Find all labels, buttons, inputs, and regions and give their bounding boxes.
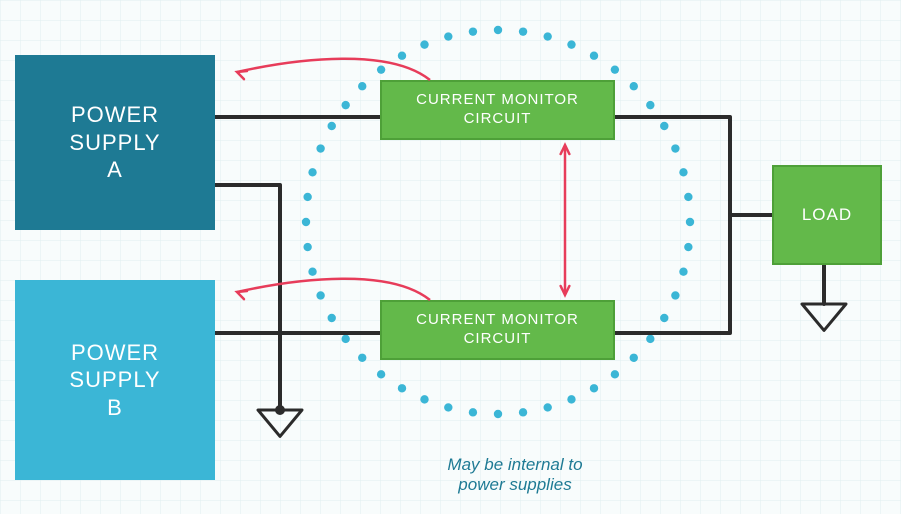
power-supply-a-label: POWER SUPPLY A bbox=[69, 101, 160, 184]
current-monitor-top-box: CURRENT MONITOR CIRCUIT bbox=[380, 80, 615, 140]
current-monitor-bottom-label: CURRENT MONITOR CIRCUIT bbox=[416, 311, 579, 349]
current-monitor-top-label: CURRENT MONITOR CIRCUIT bbox=[416, 91, 579, 129]
internal-caption-text: May be internal to power supplies bbox=[447, 455, 582, 494]
internal-caption: May be internal to power supplies bbox=[400, 435, 630, 495]
power-supply-a-box: POWER SUPPLY A bbox=[15, 55, 215, 230]
diagram-canvas: POWER SUPPLY A POWER SUPPLY B CURRENT MO… bbox=[0, 0, 901, 514]
load-label: LOAD bbox=[802, 204, 852, 225]
load-box: LOAD bbox=[772, 165, 882, 265]
power-supply-b-box: POWER SUPPLY B bbox=[15, 280, 215, 480]
current-monitor-bottom-box: CURRENT MONITOR CIRCUIT bbox=[380, 300, 615, 360]
power-supply-b-label: POWER SUPPLY B bbox=[69, 339, 160, 422]
